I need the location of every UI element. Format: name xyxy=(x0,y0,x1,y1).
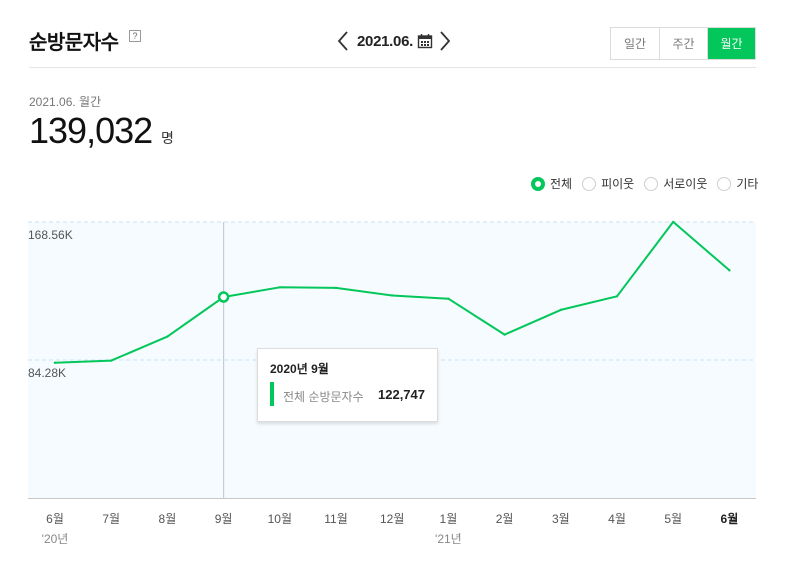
x-tick-label: 8월 xyxy=(159,512,177,526)
x-tick-label: 7월 xyxy=(102,512,120,526)
x-year-label: '21년 xyxy=(435,532,462,546)
period-toggle: 일간 주간 월간 xyxy=(610,27,756,60)
y-tick-label: 168.56K xyxy=(28,228,73,242)
x-tick-label: 12월 xyxy=(380,512,404,526)
data-point[interactable] xyxy=(53,361,57,364)
data-point[interactable] xyxy=(615,295,619,298)
prev-period-button[interactable] xyxy=(335,29,351,53)
tooltip-series-swatch xyxy=(270,382,274,406)
data-point[interactable] xyxy=(503,333,506,336)
legend-item-other[interactable]: 기타 xyxy=(717,175,758,192)
radio-unchecked-icon xyxy=(644,176,659,191)
chevron-right-icon xyxy=(440,31,451,51)
data-point[interactable] xyxy=(728,269,731,272)
question-mark-icon[interactable]: ? xyxy=(129,30,141,42)
x-tick-label: 11월 xyxy=(324,512,348,526)
x-tick-label: 3월 xyxy=(552,512,570,526)
page-title: 순방문자수 xyxy=(29,32,119,54)
summary-unit: 명 xyxy=(161,130,174,146)
next-period-button[interactable] xyxy=(437,29,453,53)
x-tick-label: 4월 xyxy=(608,512,626,526)
data-point[interactable] xyxy=(110,359,113,362)
legend-label: 기타 xyxy=(736,177,759,191)
legend-label: 서로이웃 xyxy=(663,177,708,191)
legend-item-mutual-neighbor[interactable]: 서로이웃 xyxy=(644,175,707,192)
current-date-label: 2021.06. xyxy=(357,32,413,50)
data-point[interactable] xyxy=(559,308,562,312)
period-monthly-button[interactable]: 월간 xyxy=(707,28,755,59)
summary-value: 139,032 xyxy=(29,110,153,151)
data-point[interactable] xyxy=(334,286,338,290)
x-tick-label: 6월 xyxy=(721,511,739,526)
tooltip-series-value: 122,747 xyxy=(378,387,425,402)
stats-header: 순방문자수 ? 2021.06. 일간 주간 월간 xyxy=(29,20,756,68)
radio-checked-icon xyxy=(531,176,545,191)
y-tick-label: 84.28K xyxy=(28,366,66,380)
data-point[interactable] xyxy=(391,294,394,297)
period-daily-button[interactable]: 일간 xyxy=(611,28,659,59)
x-year-label: '20년 xyxy=(42,532,69,546)
radio-unchecked-icon xyxy=(717,176,732,191)
tooltip-series-label: 전체 순방문자수 xyxy=(283,390,364,404)
date-navigator: 2021.06. xyxy=(335,28,453,54)
tooltip-title: 2020년 9월 xyxy=(270,362,329,376)
legend-item-neighbor[interactable]: 피이웃 xyxy=(582,175,634,192)
period-weekly-button[interactable]: 주간 xyxy=(659,28,707,59)
data-point[interactable] xyxy=(166,335,169,338)
summary-date-label: 2021.06. 월간 xyxy=(29,95,102,109)
radio-unchecked-icon xyxy=(582,176,597,191)
data-point[interactable] xyxy=(278,286,281,289)
legend-label: 전체 xyxy=(550,177,573,191)
chart-legend: 전체 피이웃 서로이웃 기타 xyxy=(531,175,758,192)
legend-label: 피이웃 xyxy=(601,177,635,191)
x-tick-label: 10월 xyxy=(268,512,292,526)
x-tick-label: 5월 xyxy=(664,512,682,526)
x-tick-label: 6월 xyxy=(46,512,64,526)
x-tick-label: 1월 xyxy=(440,512,458,526)
x-tick-label: 9월 xyxy=(215,512,233,526)
legend-item-all[interactable]: 전체 xyxy=(531,175,572,192)
data-point[interactable] xyxy=(672,220,675,224)
data-point[interactable] xyxy=(447,297,450,300)
highlighted-data-point[interactable] xyxy=(217,291,230,303)
chart-tooltip: 2020년 9월 전체 순방문자수 122,747 xyxy=(257,348,438,422)
chevron-left-icon xyxy=(337,31,348,51)
calendar-icon[interactable] xyxy=(417,33,433,49)
x-tick-label: 2월 xyxy=(496,512,514,526)
